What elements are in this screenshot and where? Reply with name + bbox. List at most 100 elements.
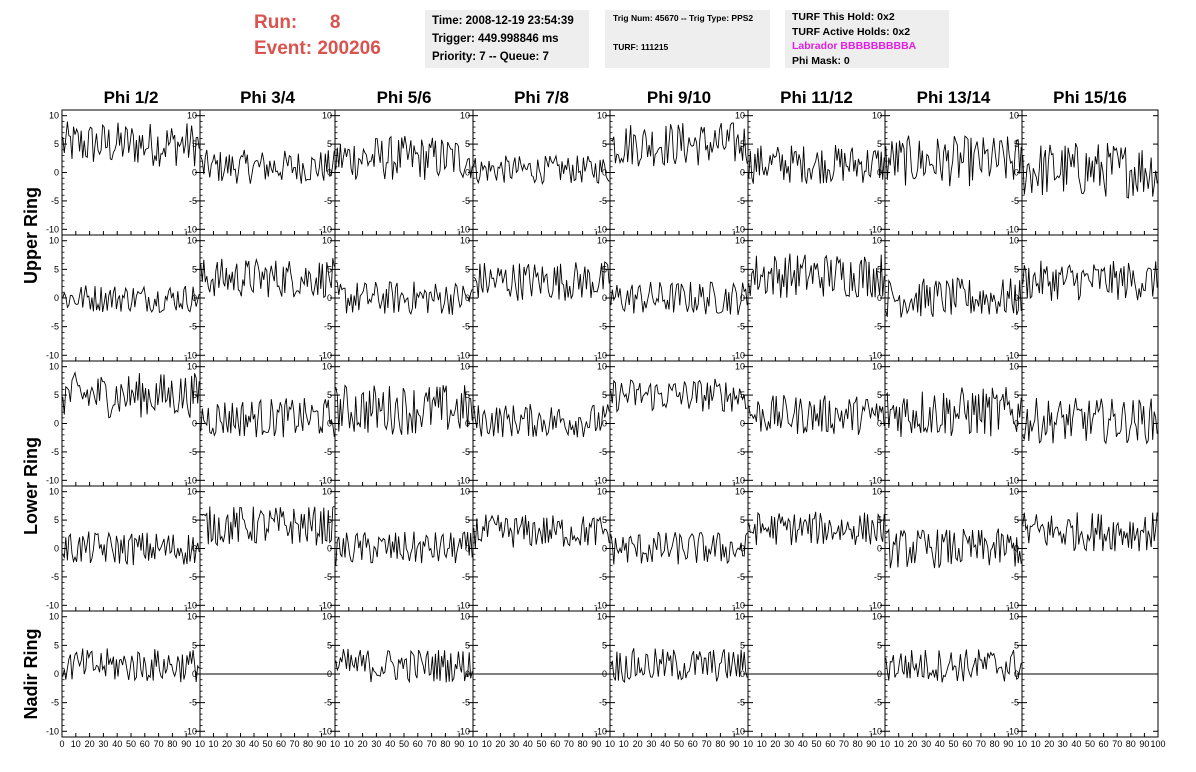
y-tick-label: 0 xyxy=(465,168,470,178)
y-tick-label: 5 xyxy=(327,640,332,650)
y-tick-label: -5 xyxy=(737,196,745,206)
y-tick-label: 5 xyxy=(54,139,59,149)
y-tick-label: 5 xyxy=(602,264,607,274)
y-tick-label: -10 xyxy=(457,475,470,485)
panel-frame xyxy=(334,360,474,487)
x-tick-label: 60 xyxy=(550,739,560,749)
y-tick-label: -10 xyxy=(869,475,882,485)
y-tick-label: 5 xyxy=(1014,640,1019,650)
y-tick-label: -10 xyxy=(319,350,332,360)
y-tick-label: -10 xyxy=(46,600,59,610)
x-tick-label: 60 xyxy=(276,739,286,749)
panel-frame xyxy=(472,109,611,236)
phi-mask-text: Phi Mask: 0 xyxy=(792,54,850,67)
turf-info-box: TURF This Hold: 0x2 TURF Active Holds: 0… xyxy=(785,10,949,68)
y-tick-label: -5 xyxy=(599,698,607,708)
y-tick-label: -5 xyxy=(599,196,607,206)
x-tick-label: 40 xyxy=(523,739,533,749)
y-tick-label: -5 xyxy=(737,447,745,457)
y-tick-label: 0 xyxy=(877,544,882,554)
x-tick-label: 90 xyxy=(316,739,326,749)
trig-num-text: Trig Num: 45670 -- Trig Type: PPS2 xyxy=(613,13,754,23)
x-tick-label: 90 xyxy=(729,739,739,749)
y-tick-label: 5 xyxy=(465,139,470,149)
waveform-trace xyxy=(748,511,885,546)
waveform-trace xyxy=(885,528,1022,569)
x-tick-label: 10 xyxy=(208,739,218,749)
waveform-trace xyxy=(335,281,473,316)
y-tick-label: -10 xyxy=(732,600,745,610)
x-tick-label: 30 xyxy=(98,739,108,749)
y-tick-label: 5 xyxy=(1014,390,1019,400)
y-tick-label: -5 xyxy=(462,572,470,582)
x-tick-label: 80 xyxy=(715,739,725,749)
y-tick-label: 5 xyxy=(740,264,745,274)
y-tick-label: -10 xyxy=(869,726,882,736)
x-tick-label: 50 xyxy=(1085,739,1095,749)
y-tick-label: 0 xyxy=(54,168,59,178)
x-tick-label: 10 xyxy=(195,739,205,749)
y-tick-label: 10 xyxy=(322,487,332,497)
waveform-trace xyxy=(200,149,335,184)
y-tick-label: -10 xyxy=(869,600,882,610)
y-tick-label: 5 xyxy=(1014,515,1019,525)
y-tick-label: -5 xyxy=(51,572,59,582)
y-tick-label: 10 xyxy=(460,487,470,497)
column-title: Phi 5/6 xyxy=(377,88,432,107)
x-tick-label: 60 xyxy=(140,739,150,749)
panel-frame xyxy=(61,234,201,362)
y-tick-label: 10 xyxy=(187,362,197,372)
y-tick-label: 0 xyxy=(1014,293,1019,303)
y-tick-label: 0 xyxy=(327,669,332,679)
x-tick-label: 90 xyxy=(591,739,601,749)
column-title: Phi 3/4 xyxy=(240,88,295,107)
x-tick-label: 80 xyxy=(440,739,450,749)
labrador-text: Labrador BBBBBBBBBA xyxy=(792,40,917,52)
row-title: Nadir Ring xyxy=(21,628,41,719)
y-tick-label: 10 xyxy=(1009,236,1019,246)
y-tick-label: 5 xyxy=(192,390,197,400)
y-tick-label: -10 xyxy=(1006,600,1019,610)
y-tick-label: -10 xyxy=(46,475,59,485)
x-tick-label: 30 xyxy=(235,739,245,749)
y-tick-label: 0 xyxy=(465,669,470,679)
y-tick-label: 5 xyxy=(740,139,745,149)
x-tick-label: 70 xyxy=(1112,739,1122,749)
y-tick-label: 5 xyxy=(1014,139,1019,149)
y-tick-label: 5 xyxy=(327,390,332,400)
y-tick-label: -10 xyxy=(184,726,197,736)
x-tick-label: 80 xyxy=(853,739,863,749)
y-tick-label: 0 xyxy=(740,544,745,554)
y-tick-label: -10 xyxy=(732,726,745,736)
y-tick-label: -10 xyxy=(457,224,470,234)
x-tick-label: 80 xyxy=(303,739,313,749)
x-tick-label: 10 xyxy=(605,739,615,749)
panel-frame xyxy=(61,360,201,487)
y-tick-label: 0 xyxy=(192,168,197,178)
x-tick-label: 20 xyxy=(85,739,95,749)
waveform-trace xyxy=(200,257,335,299)
row-title: Upper Ring xyxy=(21,187,41,284)
y-tick-label: 10 xyxy=(1009,612,1019,622)
y-tick-label: 5 xyxy=(877,264,882,274)
x-tick-label: 60 xyxy=(688,739,698,749)
y-tick-label: 0 xyxy=(877,669,882,679)
y-tick-label: -5 xyxy=(737,572,745,582)
time-text: Time: 2008-12-19 23:54:39 xyxy=(432,15,574,27)
event-label: Event: xyxy=(254,38,313,59)
y-tick-label: 10 xyxy=(1009,111,1019,121)
y-tick-label: 10 xyxy=(597,362,607,372)
panel-frame xyxy=(884,485,1023,612)
y-tick-label: -5 xyxy=(1011,196,1019,206)
waveform-trace xyxy=(885,277,1022,318)
y-tick-label: -5 xyxy=(462,447,470,457)
x-tick-label: 50 xyxy=(262,739,272,749)
x-tick-label: 30 xyxy=(646,739,656,749)
x-tick-label: 90 xyxy=(454,739,464,749)
y-tick-label: 0 xyxy=(327,544,332,554)
y-tick-label: 0 xyxy=(1014,419,1019,429)
panel-frame xyxy=(884,610,1023,738)
x-tick-label: 30 xyxy=(1058,739,1068,749)
x-tick-label: 70 xyxy=(154,739,164,749)
y-tick-label: -10 xyxy=(1006,350,1019,360)
